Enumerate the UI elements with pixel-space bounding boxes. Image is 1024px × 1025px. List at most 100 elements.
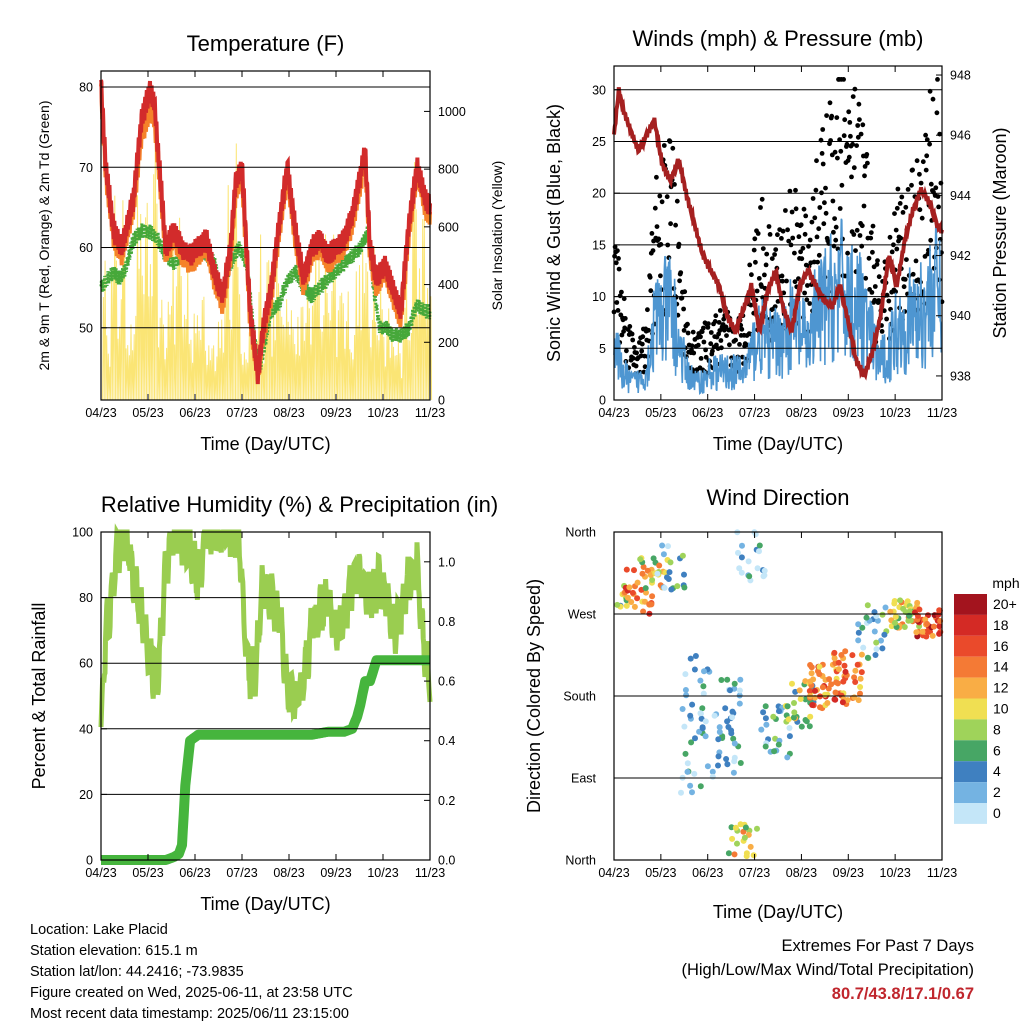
gust-point bbox=[737, 342, 742, 347]
gust-point bbox=[841, 77, 846, 82]
direction-point bbox=[724, 761, 731, 768]
gust-point bbox=[664, 194, 670, 200]
gust-point bbox=[807, 237, 813, 243]
direction-point bbox=[864, 602, 871, 609]
gust-point bbox=[803, 213, 809, 219]
direction-point bbox=[892, 613, 899, 620]
gust-point bbox=[769, 256, 775, 261]
gust-point bbox=[937, 131, 943, 137]
direction-point bbox=[838, 652, 845, 658]
legend-swatch-9 bbox=[954, 782, 987, 803]
x-tick-label-6: 10/23 bbox=[367, 406, 398, 420]
direction-point bbox=[878, 637, 884, 644]
x-tick-label-6: 10/23 bbox=[367, 866, 398, 880]
direction-point bbox=[791, 700, 797, 706]
gust-point bbox=[685, 321, 690, 327]
direction-point bbox=[760, 709, 767, 716]
direction-point bbox=[855, 697, 862, 704]
direction-point bbox=[729, 835, 736, 842]
gust-point bbox=[751, 247, 757, 253]
direction-point bbox=[913, 629, 920, 636]
direction-point bbox=[842, 668, 849, 675]
direction-point bbox=[849, 652, 856, 659]
direction-point bbox=[697, 783, 704, 790]
gust-point bbox=[802, 231, 808, 237]
gust-point bbox=[619, 289, 624, 295]
gust-point bbox=[780, 278, 785, 284]
direction-point bbox=[905, 617, 912, 624]
direction-point bbox=[851, 674, 858, 681]
direction-point bbox=[692, 653, 699, 659]
x-tick-label-1: 05/23 bbox=[645, 866, 676, 880]
direction-point bbox=[762, 715, 769, 722]
gust-point bbox=[799, 256, 805, 262]
gust-point bbox=[621, 296, 627, 302]
gust-point bbox=[758, 205, 763, 210]
gust-point bbox=[870, 223, 876, 229]
extremes-block: Extremes For Past 7 Days (High/Low/Max W… bbox=[681, 934, 974, 1006]
gust-point bbox=[869, 290, 875, 295]
x-tick-label-7: 11/23 bbox=[927, 866, 957, 880]
gust-point bbox=[933, 185, 939, 191]
x-tick-label-6: 10/23 bbox=[880, 406, 911, 420]
direction-point bbox=[758, 726, 765, 733]
gust-point bbox=[811, 259, 817, 265]
y2-tick-label-2: 400 bbox=[438, 278, 459, 292]
gust-point bbox=[712, 319, 718, 324]
direction-point bbox=[807, 713, 814, 720]
direction-point bbox=[701, 668, 707, 675]
gust-point bbox=[850, 141, 855, 147]
gust-point bbox=[634, 350, 639, 356]
direction-point bbox=[689, 701, 696, 708]
gust-point bbox=[866, 255, 872, 261]
x-tick-label-3: 07/23 bbox=[739, 866, 770, 880]
x-tick-label-0: 04/23 bbox=[598, 406, 629, 420]
y-tick-label-0: 0 bbox=[86, 854, 93, 868]
direction-point bbox=[754, 825, 760, 832]
y2-tick-label-5: 1000 bbox=[438, 105, 466, 119]
gust-point bbox=[872, 284, 878, 289]
y-axis-label: Sonic Wind & Gust (Blue, Black) bbox=[544, 104, 564, 362]
gust-point bbox=[865, 160, 870, 166]
chart-title: Temperature (F) bbox=[187, 31, 345, 56]
direction-point bbox=[731, 851, 738, 858]
gust-point bbox=[630, 337, 636, 343]
direction-point bbox=[863, 614, 870, 621]
y-tick-label-3: West bbox=[568, 608, 597, 622]
direction-point bbox=[756, 542, 763, 549]
gust-point bbox=[787, 188, 793, 194]
gust-point bbox=[839, 182, 845, 188]
gust-point bbox=[910, 271, 916, 277]
gust-point bbox=[905, 187, 911, 192]
gust-point bbox=[924, 153, 930, 159]
direction-point bbox=[859, 624, 866, 631]
direction-point bbox=[738, 554, 745, 561]
direction-point bbox=[786, 733, 793, 740]
gust-point bbox=[677, 278, 682, 284]
gust-point bbox=[639, 348, 645, 354]
x-tick-label-5: 09/23 bbox=[833, 406, 864, 420]
gust-point bbox=[650, 248, 656, 254]
direction-point bbox=[623, 566, 630, 573]
extremes-subtitle: (High/Low/Max Wind/Total Precipitation) bbox=[681, 961, 974, 979]
direction-point bbox=[761, 572, 768, 579]
gust-point bbox=[708, 341, 714, 347]
legend-swatch-7 bbox=[954, 740, 987, 762]
direction-point bbox=[839, 699, 846, 706]
direction-point bbox=[667, 559, 674, 566]
gust-point bbox=[695, 342, 701, 348]
gust-point bbox=[841, 133, 847, 139]
gust-point bbox=[895, 186, 901, 192]
series-pressure bbox=[612, 87, 944, 381]
direction-point bbox=[871, 628, 878, 635]
direction-point bbox=[786, 725, 793, 731]
direction-point bbox=[858, 651, 865, 658]
direction-point bbox=[687, 655, 694, 662]
gust-point bbox=[901, 284, 907, 290]
gust-point bbox=[752, 236, 758, 242]
gust-point bbox=[657, 193, 663, 199]
direction-point bbox=[665, 543, 671, 550]
gust-point bbox=[747, 262, 753, 268]
gust-point bbox=[829, 113, 835, 119]
